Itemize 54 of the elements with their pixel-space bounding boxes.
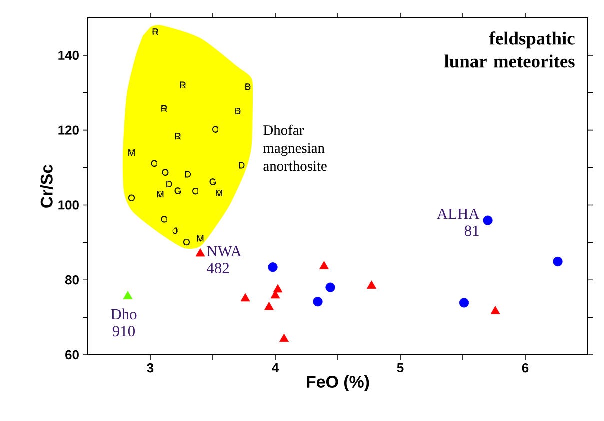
y-tick-label: 140 — [58, 50, 79, 60]
data-label: J — [173, 228, 178, 234]
data-label: B — [246, 84, 251, 90]
point — [313, 297, 323, 307]
data-label: R — [162, 105, 168, 112]
data-label: R — [175, 133, 181, 140]
annotation: Dhofar magnesian anorthosite — [264, 124, 327, 172]
y-tick-label: 60 — [66, 350, 79, 360]
data-label: B — [236, 108, 241, 114]
point — [273, 284, 283, 293]
point — [490, 306, 500, 314]
x-tick-label: 6 — [522, 364, 529, 373]
data-label: R — [152, 28, 158, 36]
point — [264, 302, 274, 310]
point — [320, 261, 329, 270]
x-tick-label: 5 — [397, 364, 404, 373]
annotation: ALHA 81 — [437, 208, 480, 236]
annotation: NWA 482 — [207, 246, 242, 274]
point — [240, 293, 250, 302]
point — [459, 298, 470, 308]
data-label: C — [151, 160, 158, 168]
data-label: D — [166, 180, 172, 188]
y-tick-label: 120 — [58, 126, 79, 135]
x-tick-label: 4 — [272, 364, 280, 372]
data-label: M — [128, 150, 135, 156]
data-label: D — [239, 162, 245, 169]
data-label: D — [185, 171, 191, 178]
text: feldspathic lunar meteorites — [444, 32, 575, 68]
point — [123, 291, 133, 300]
data-label: O — [128, 194, 135, 202]
data-label: M — [157, 191, 164, 198]
data-label: G — [174, 188, 181, 194]
data-label: C — [192, 188, 199, 195]
data-label: R — [180, 82, 186, 88]
point — [268, 262, 278, 272]
point — [326, 282, 336, 292]
point — [280, 334, 289, 342]
data-label: M — [197, 235, 204, 242]
point — [553, 256, 563, 267]
y-tick-label: 80 — [65, 276, 79, 285]
data-label: C — [161, 216, 168, 223]
x-tick-label: 3 — [147, 364, 154, 373]
annotation: Dho 910 — [111, 308, 137, 337]
y-tick-label: 100 — [58, 200, 79, 210]
data-label: C — [212, 126, 219, 133]
data-label: M — [216, 190, 222, 196]
data-label: G — [210, 178, 216, 186]
y-axis-title: Cr/Sc — [40, 164, 54, 208]
data-label: O — [184, 238, 190, 246]
point — [196, 248, 206, 257]
point — [367, 280, 376, 289]
data-label: O — [162, 169, 169, 176]
point — [483, 216, 493, 226]
x-axis-title: FeO (%) — [307, 376, 370, 392]
